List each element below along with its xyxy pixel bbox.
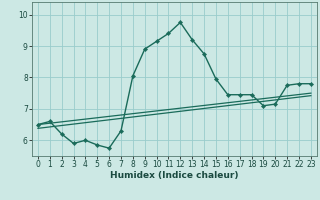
X-axis label: Humidex (Indice chaleur): Humidex (Indice chaleur) (110, 171, 239, 180)
